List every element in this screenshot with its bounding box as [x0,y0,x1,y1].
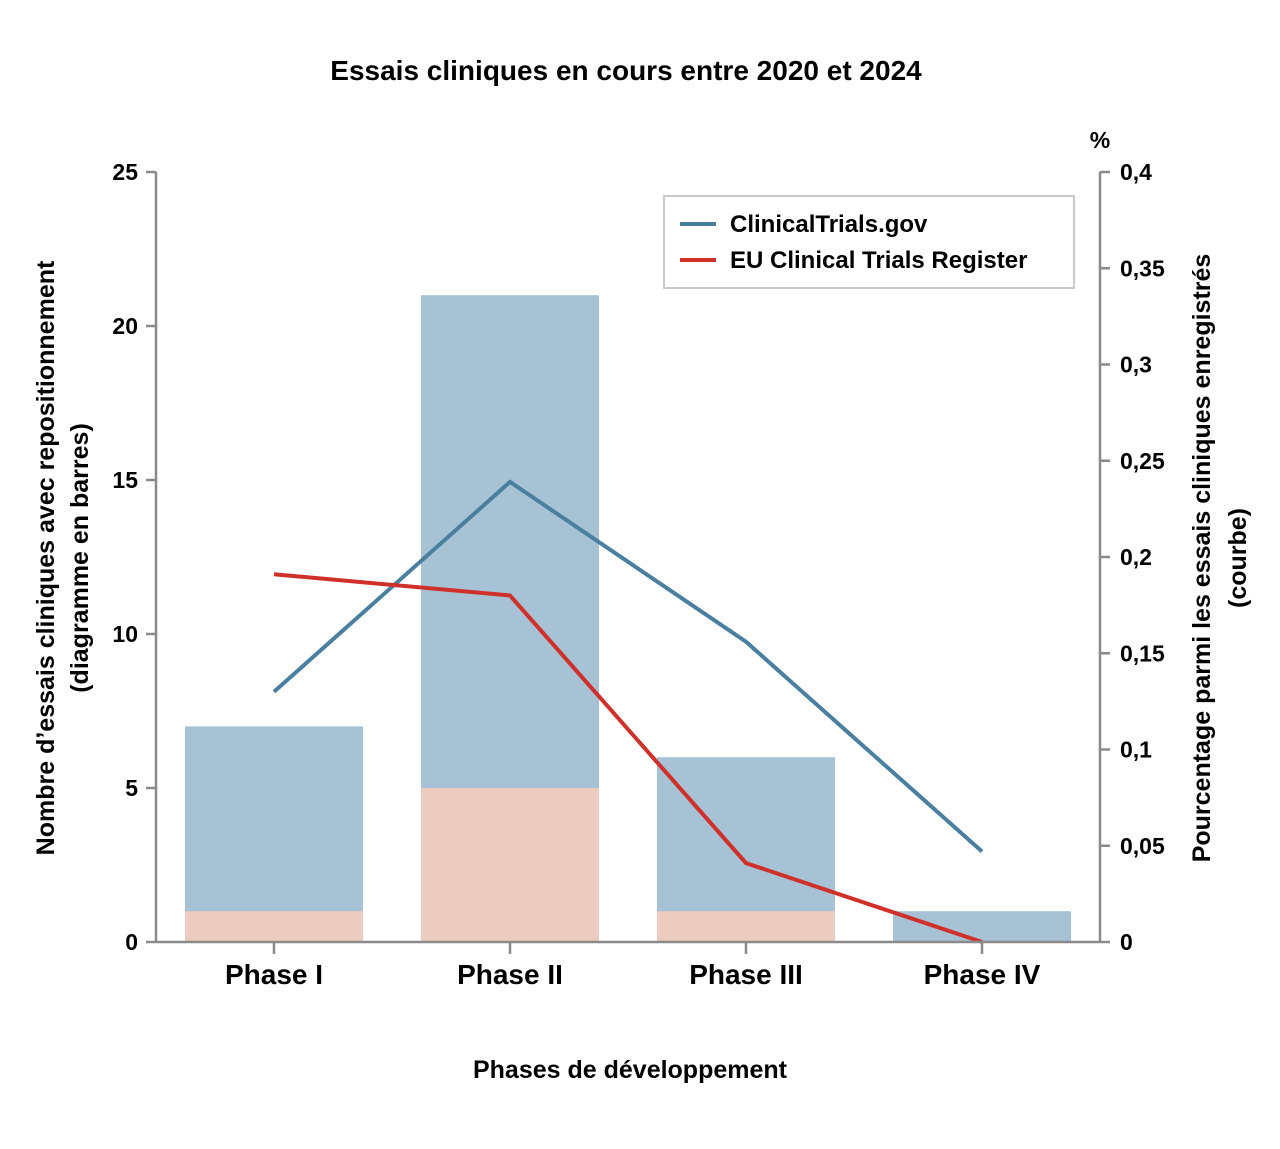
legend-label-eu-register: EU Clinical Trials Register [730,247,1027,274]
right-tick-label: 0 [1120,929,1133,955]
right-tick-label: 0,15 [1120,640,1165,666]
left-ticks-group: 0 5 10 15 20 25 [112,159,156,955]
category-label: Phase I [225,959,323,990]
bar-series0-1 [421,788,599,942]
right-tick-label: 0,05 [1120,833,1165,859]
category-label: Phase II [457,959,563,990]
left-tick-label: 10 [112,621,138,647]
right-tick-label: 0,4 [1120,159,1152,185]
left-tick-label: 15 [112,467,138,493]
line-series-1 [273,572,983,944]
y-axis-title: Nombre d’essais cliniques avec repositio… [32,260,94,855]
legend: ClinicalTrials.gov EU Clinical Trials Re… [663,195,1075,289]
left-tick-label: 20 [112,313,138,339]
y2-axis-title-line-2: (courbe) [1224,508,1252,608]
y-axis-title-line-1: Nombre d’essais cliniques avec repositio… [32,260,60,855]
left-tick-label: 25 [112,159,138,185]
left-tick-label: 0 [125,929,138,955]
y2-axis-title: Pourcentage parmi les essais cliniques e… [1188,254,1252,863]
legend-box [663,195,1075,289]
category-label: Phase III [689,959,803,990]
bar-series0-0 [185,911,363,942]
line-series-0 [272,479,984,853]
bar-series1-0 [185,726,363,942]
bars-group [185,295,1071,942]
right-tick-label: 0,2 [1120,544,1152,570]
right-tick-label: 0,25 [1120,448,1165,474]
left-tick-label: 5 [125,775,138,801]
category-ticks-group: Phase I Phase II Phase III Phase IV [225,942,1041,990]
right-tick-label: 0,35 [1120,255,1165,281]
right-axis-unit: % [1090,127,1110,153]
bar-series0-2 [657,911,835,942]
x-axis-title: Phases de développement [473,1056,788,1084]
chart-title: Essais cliniques en cours entre 2020 et … [330,55,922,86]
y2-axis-title-line-1: Pourcentage parmi les essais cliniques e… [1188,254,1216,863]
lines-group [272,479,984,944]
legend-label-clinicaltrials: ClinicalTrials.gov [730,211,928,238]
right-tick-label: 0,1 [1120,737,1152,763]
bar-series1-3 [893,911,1071,942]
y-axis-title-line-2: (diagramme en barres) [66,423,94,693]
right-ticks-group: 0 0,05 0,1 0,15 0,2 0,25 0,3 0,35 0,4 [1100,159,1165,955]
right-tick-label: 0,3 [1120,352,1152,378]
category-label: Phase IV [924,959,1041,990]
